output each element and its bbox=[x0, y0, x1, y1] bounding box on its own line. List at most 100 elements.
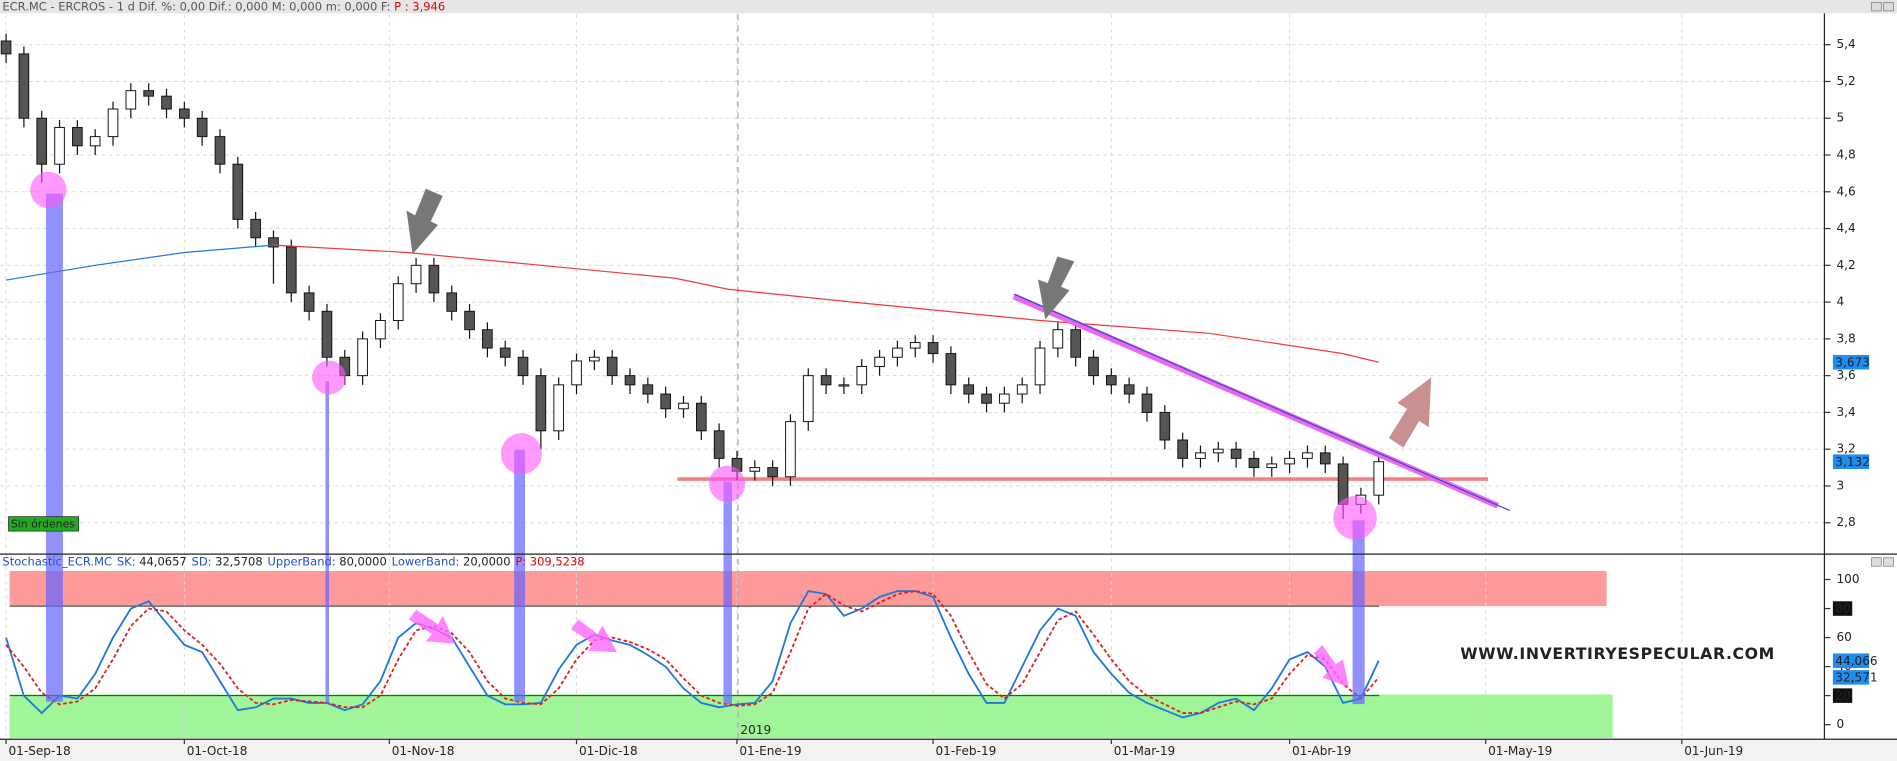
legend-name: SD: bbox=[192, 554, 212, 568]
marks-layer bbox=[0, 33, 1385, 719]
y-tick-label: 3 bbox=[1837, 478, 1845, 492]
y-tick-label: 5,4 bbox=[1837, 37, 1856, 51]
x-tick-label: 01-Abr-19 bbox=[1292, 744, 1351, 758]
up-arrow bbox=[1388, 377, 1432, 448]
stoch-arrow bbox=[408, 609, 455, 644]
candle-body bbox=[695, 402, 707, 432]
candle-body bbox=[981, 393, 992, 404]
down-arrow bbox=[1038, 256, 1075, 320]
candle-body bbox=[89, 136, 101, 147]
value-box-label: 3,673 bbox=[1835, 355, 1870, 369]
candle-body bbox=[927, 342, 939, 355]
candle-body bbox=[232, 163, 244, 220]
overbought-zone bbox=[9, 571, 1607, 607]
signal-circle bbox=[1333, 496, 1377, 540]
y-tick-label: 4,4 bbox=[1837, 221, 1856, 235]
candle-body bbox=[820, 375, 832, 386]
stoch-arrow bbox=[571, 619, 618, 653]
candle-body bbox=[909, 342, 921, 349]
p-value: 309,5238 bbox=[530, 554, 585, 568]
candle-body bbox=[375, 320, 386, 340]
candle-body bbox=[214, 136, 226, 165]
candle-body bbox=[143, 90, 155, 97]
candle-body bbox=[1159, 411, 1171, 441]
y-tick-label: 4,6 bbox=[1837, 184, 1856, 198]
candle-body bbox=[802, 375, 814, 423]
candle-body bbox=[1284, 457, 1295, 465]
header-bar bbox=[0, 0, 1897, 14]
candle-body bbox=[72, 126, 83, 147]
candle-body bbox=[428, 264, 440, 294]
y-tick-label: 3,4 bbox=[1837, 405, 1856, 419]
candle-body bbox=[749, 467, 761, 472]
y-tick-label: 4,8 bbox=[1837, 148, 1856, 162]
signal-bar bbox=[514, 450, 526, 702]
value-box-label: 44,066 bbox=[1835, 654, 1877, 668]
signal-circle bbox=[30, 171, 67, 209]
indicator-name: Stochastic_ECR.MC bbox=[2, 554, 112, 568]
window-buttons bbox=[1871, 2, 1894, 567]
x-axis-bar bbox=[0, 739, 1897, 761]
series-line bbox=[5, 590, 1380, 714]
x-tick-label: 01-Sep-18 bbox=[8, 744, 70, 758]
candle-body bbox=[1230, 448, 1242, 459]
candle-body bbox=[1034, 347, 1046, 386]
signal-circle bbox=[708, 465, 746, 503]
candle-body bbox=[1070, 329, 1082, 358]
candle-body bbox=[196, 117, 208, 138]
candle-body bbox=[1141, 393, 1153, 413]
candle-body bbox=[36, 117, 48, 165]
candle-body bbox=[54, 126, 65, 165]
candle-body bbox=[1052, 329, 1064, 349]
signal-bar bbox=[45, 193, 63, 702]
y-tick-label: 3,6 bbox=[1837, 368, 1856, 382]
candle-body bbox=[892, 347, 903, 358]
candle-body bbox=[268, 237, 279, 248]
signal-bars bbox=[45, 193, 1365, 705]
x-tick-label: 01-Jun-19 bbox=[1684, 744, 1743, 758]
axes-layer: 01-Sep-18 01-Oct-18 01-Nov-18 01-Dic-18 01-E… bbox=[5, 37, 1878, 758]
candle-body bbox=[713, 430, 725, 459]
value-box-label: 20 bbox=[1835, 689, 1850, 703]
window-button[interactable] bbox=[1883, 557, 1894, 567]
y-tick-label: 3,2 bbox=[1837, 442, 1856, 456]
candle-body bbox=[660, 393, 671, 410]
candle-body bbox=[999, 393, 1010, 404]
candle-body bbox=[856, 365, 868, 386]
value-box-label: 32,571 bbox=[1835, 670, 1877, 684]
x-tick-label: 01-Oct-18 bbox=[187, 744, 248, 758]
signal-bar bbox=[325, 381, 330, 705]
candle-body bbox=[410, 264, 422, 285]
candle-body bbox=[642, 384, 654, 395]
x-tick-label: 01-May-19 bbox=[1488, 744, 1552, 758]
candle-body bbox=[250, 218, 261, 239]
x-tick-label: 01-Dic-18 bbox=[579, 744, 638, 758]
band-value: 20,0000 bbox=[463, 554, 511, 568]
candle-body bbox=[1177, 439, 1188, 459]
background-layer bbox=[9, 571, 1613, 739]
candle-body bbox=[517, 356, 529, 377]
y-tick-label: 4 bbox=[1837, 295, 1845, 309]
window-button[interactable] bbox=[1871, 2, 1882, 12]
annotation-layer bbox=[9, 14, 1489, 739]
stoch-arrow bbox=[1313, 644, 1349, 688]
x-tick-label: 01-Ene-19 bbox=[739, 744, 801, 758]
candle-body bbox=[589, 356, 600, 362]
header-segment: ECR.MC - ERCROS - 1 d Dif. %: 0,00 Dif.:… bbox=[2, 0, 390, 13]
candle-body bbox=[125, 90, 137, 110]
candle-body bbox=[1195, 452, 1206, 459]
value-box-label: 3,132 bbox=[1835, 455, 1870, 469]
signal-bar bbox=[723, 481, 732, 705]
signal-bar bbox=[1352, 520, 1365, 705]
window-button[interactable] bbox=[1883, 2, 1894, 12]
value-box bbox=[1832, 688, 1853, 703]
year-label: 2019 bbox=[740, 723, 771, 737]
y-tick-label: 0 bbox=[1837, 717, 1845, 731]
y-tick-label: 60 bbox=[1837, 630, 1852, 644]
band-name: LowerBand: bbox=[392, 554, 460, 568]
legend-name: SK: bbox=[117, 554, 136, 568]
trend-line bbox=[1012, 293, 1499, 509]
candle-body bbox=[1266, 463, 1278, 469]
window-button[interactable] bbox=[1871, 557, 1882, 567]
